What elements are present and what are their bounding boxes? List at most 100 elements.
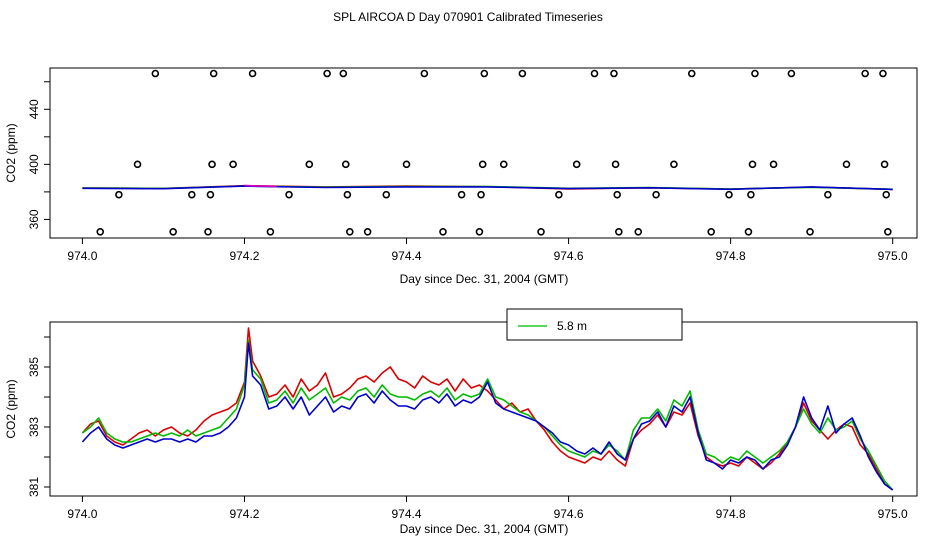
cal-point [187, 190, 196, 199]
cal-point [475, 228, 484, 236]
legend-label: 5.8 m [557, 319, 587, 333]
cal-point [879, 69, 887, 78]
cal-point [880, 160, 889, 169]
x-tick-label: 974.2 [229, 249, 259, 263]
cal-point [457, 190, 466, 199]
y-tick-label: 400 [27, 154, 41, 174]
x-tick-label: 974.6 [554, 507, 584, 521]
y-tick-label: 385 [27, 357, 41, 377]
y-axis: 381 383 385 [27, 336, 50, 497]
series-lines [81, 327, 894, 491]
cal-point [652, 190, 660, 199]
legend-box [506, 308, 683, 341]
cal-point [248, 69, 257, 78]
cal-point [572, 160, 581, 169]
cal-point [611, 160, 620, 169]
cal-point [769, 160, 778, 169]
series-line-blue [82, 185, 893, 191]
cal-points [96, 69, 892, 236]
cal-point [343, 190, 352, 199]
x-tick-label: 974.4 [392, 507, 422, 521]
cal-point [615, 228, 623, 236]
cal-point [209, 69, 218, 78]
y-tick-label: 383 [27, 417, 41, 437]
cal-point [402, 160, 411, 169]
cal-point [748, 160, 757, 169]
series-line-green [81, 339, 894, 491]
x-axis-label: Day since Dec. 31, 2004 (GMT) [400, 522, 569, 536]
cal-point [229, 160, 237, 169]
cal-point [787, 69, 796, 78]
series-line-blue [81, 342, 894, 491]
x-tick-label: 974.4 [392, 249, 422, 263]
cal-point [725, 190, 733, 199]
series-line-magenta [244, 184, 277, 188]
cal-point [842, 160, 851, 169]
cal-point [346, 228, 354, 236]
cal-point [339, 69, 348, 78]
cal-point [824, 190, 832, 199]
x-axis: 974.0 974.2 974.4 974.6 974.8 975.0 [67, 496, 908, 521]
cal-point [208, 160, 216, 169]
cal-point [151, 69, 160, 78]
cal-point [751, 69, 759, 78]
cal-point [204, 228, 212, 236]
cal-point [96, 228, 105, 236]
cal-point [480, 69, 489, 78]
cal-point [537, 228, 545, 236]
plot-frame [49, 67, 918, 239]
cal-point [590, 69, 599, 78]
cal-point [747, 190, 755, 199]
cal-point [478, 160, 487, 169]
cal-point [610, 69, 618, 78]
x-tick-label: 974.8 [716, 249, 746, 263]
y-axis-label: CO2 (ppm) [4, 123, 18, 182]
cal-point [806, 228, 814, 236]
cal-point [266, 228, 275, 236]
cal-point [613, 190, 621, 199]
cal-point [115, 190, 123, 199]
cal-point [687, 69, 696, 78]
panel-bottom: 974.0 974.2 974.4 974.6 974.8 975.0 381 383 385… [4, 308, 918, 536]
x-tick-label: 975.0 [878, 507, 908, 521]
cal-point [707, 228, 715, 236]
cal-point [363, 228, 372, 236]
cal-point [305, 160, 314, 169]
series-line-red [81, 327, 894, 491]
cal-point [169, 228, 177, 236]
cal-point [861, 69, 869, 78]
x-tick-label: 974.8 [716, 507, 746, 521]
x-tick-label: 974.6 [554, 249, 584, 263]
cal-point [341, 160, 350, 169]
figure-title: SPL AIRCOA D Day 070901 Calibrated Times… [333, 10, 603, 24]
cal-point [382, 190, 391, 199]
cal-point [884, 228, 892, 236]
x-axis-label: Day since Dec. 31, 2004 (GMT) [400, 272, 569, 286]
y-tick-label: 381 [27, 477, 41, 497]
x-tick-label: 975.0 [878, 249, 908, 263]
x-tick-label: 974.0 [67, 249, 97, 263]
cal-point [323, 69, 331, 78]
y-tick-label: 360 [27, 209, 41, 229]
legend: 5.8 m [506, 308, 683, 341]
cal-point [133, 160, 142, 169]
x-axis: 974.0 974.2 974.4 974.6 974.8 975.0 [67, 238, 908, 263]
cal-point [744, 228, 753, 236]
y-axis-label: CO2 (ppm) [4, 379, 18, 438]
cal-point [420, 69, 429, 78]
cal-point [882, 190, 891, 199]
series-lines [82, 184, 893, 191]
cal-point [477, 190, 485, 199]
panel-top: 974.0 974.2 974.4 974.6 974.8 975.0 360 400 440… [4, 67, 918, 286]
y-axis: 360 400 440 [27, 81, 50, 229]
cal-point [285, 190, 293, 199]
cal-point [439, 228, 447, 236]
y-tick-label: 440 [27, 99, 41, 119]
cal-point [555, 190, 563, 199]
cal-point [670, 160, 678, 169]
x-tick-label: 974.2 [229, 507, 259, 521]
cal-point [206, 190, 215, 199]
x-tick-label: 974.0 [67, 507, 97, 521]
cal-point [634, 228, 643, 236]
